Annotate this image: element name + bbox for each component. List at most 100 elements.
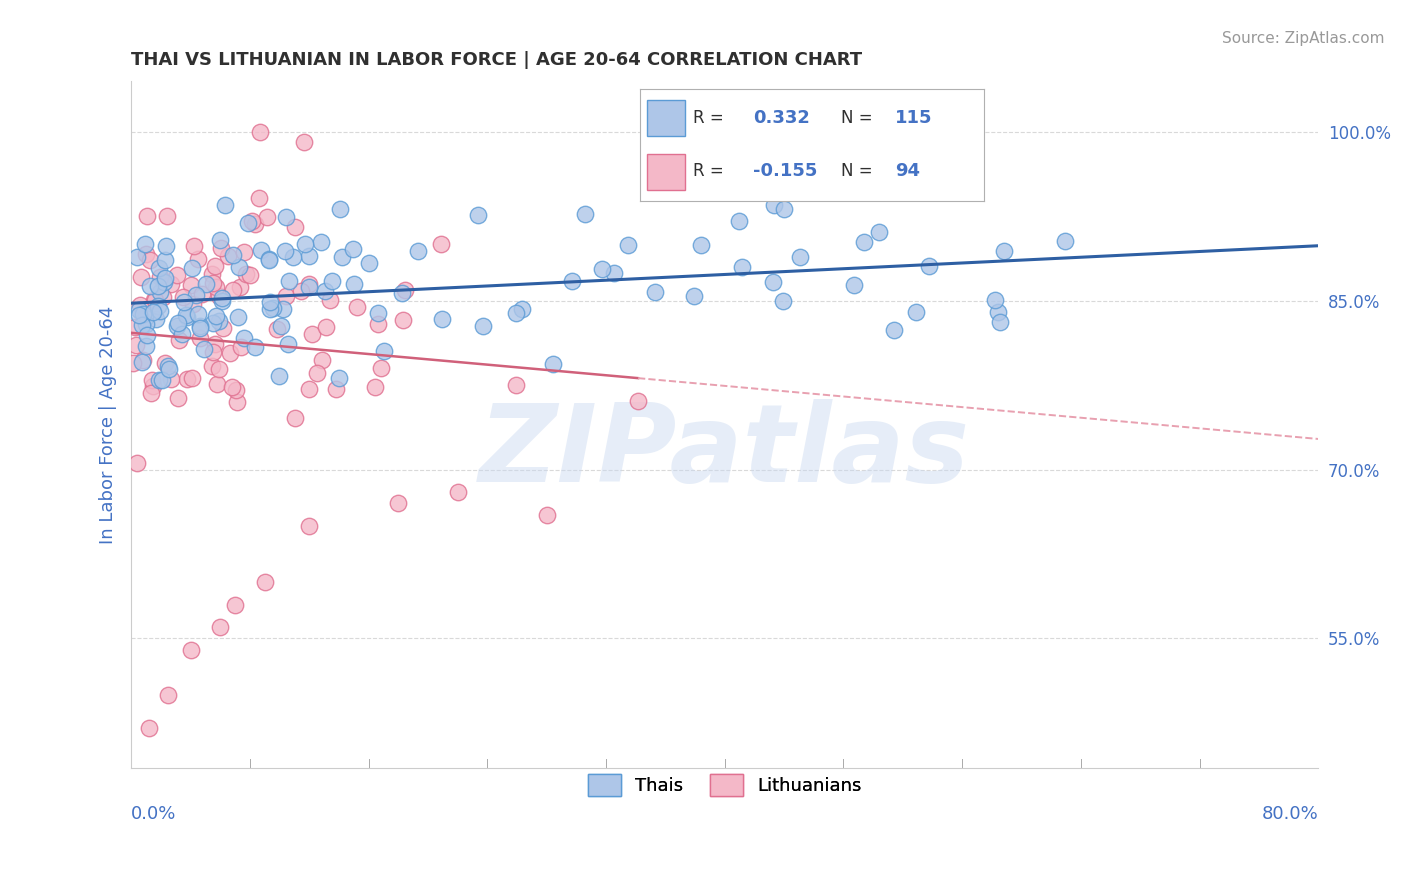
Point xyxy=(391,286,413,301)
Point xyxy=(772,293,794,308)
Point xyxy=(367,317,389,331)
Text: N =: N = xyxy=(841,162,879,180)
Text: ZIPatlas: ZIPatlas xyxy=(479,399,970,505)
Point xyxy=(157,359,180,373)
Point xyxy=(330,250,353,264)
Point xyxy=(315,320,337,334)
Point xyxy=(124,320,146,334)
Point xyxy=(131,318,153,332)
Point xyxy=(274,289,297,303)
Point xyxy=(276,211,298,225)
Point xyxy=(217,249,239,263)
Point xyxy=(125,250,148,264)
Point xyxy=(135,209,157,223)
Point xyxy=(240,214,263,228)
Point xyxy=(731,260,754,275)
Point xyxy=(406,244,429,259)
Point xyxy=(277,337,299,351)
Text: 0.332: 0.332 xyxy=(754,109,810,127)
Point xyxy=(239,268,262,283)
Point xyxy=(139,252,162,267)
Point xyxy=(536,508,558,522)
Point xyxy=(138,722,160,736)
Point xyxy=(204,337,226,351)
Point xyxy=(209,241,232,255)
Point xyxy=(359,255,381,269)
Text: -0.155: -0.155 xyxy=(754,162,818,180)
Point xyxy=(204,260,226,274)
Point xyxy=(142,305,165,319)
Point xyxy=(172,290,194,304)
Text: 0.0%: 0.0% xyxy=(131,805,177,823)
Point xyxy=(166,318,188,333)
Point xyxy=(193,342,215,356)
Point xyxy=(204,279,226,293)
Point xyxy=(211,294,233,309)
Point xyxy=(186,307,208,321)
Point xyxy=(128,308,150,322)
Point xyxy=(274,244,297,258)
Point xyxy=(135,339,157,353)
Point xyxy=(627,394,650,409)
Point xyxy=(574,207,596,221)
Point xyxy=(205,376,228,391)
Point xyxy=(993,244,1015,259)
Point xyxy=(131,354,153,368)
FancyBboxPatch shape xyxy=(647,100,685,136)
Point xyxy=(364,379,387,393)
Point xyxy=(153,271,176,285)
Point xyxy=(201,267,224,281)
Point xyxy=(603,266,626,280)
Point xyxy=(132,307,155,321)
Point xyxy=(180,260,202,275)
Point xyxy=(214,198,236,212)
Point xyxy=(222,283,245,297)
Point xyxy=(208,313,231,327)
Point xyxy=(267,368,290,383)
Point xyxy=(155,239,177,253)
Point xyxy=(194,277,217,292)
Point xyxy=(180,642,202,657)
Point xyxy=(247,191,270,205)
Point xyxy=(325,382,347,396)
Point xyxy=(257,253,280,268)
Point xyxy=(149,285,172,299)
Point xyxy=(135,317,157,331)
Point xyxy=(224,383,246,397)
Point xyxy=(153,356,176,370)
Point xyxy=(505,377,527,392)
Point xyxy=(346,300,368,314)
Point xyxy=(644,285,666,299)
Point xyxy=(176,310,198,325)
Point xyxy=(447,485,470,500)
Point xyxy=(149,270,172,285)
Point xyxy=(278,274,301,288)
Point xyxy=(228,260,250,275)
Point xyxy=(208,233,231,247)
Point xyxy=(342,243,364,257)
Point xyxy=(773,202,796,217)
Point xyxy=(218,346,240,360)
Point xyxy=(134,237,156,252)
Point xyxy=(188,331,211,345)
Point xyxy=(541,357,564,371)
Point xyxy=(281,250,304,264)
Point xyxy=(160,277,183,292)
Point xyxy=(156,209,179,223)
Point xyxy=(617,237,640,252)
Point xyxy=(467,208,489,222)
Point xyxy=(229,280,252,294)
Point xyxy=(167,391,190,405)
Point xyxy=(505,306,527,320)
Point xyxy=(328,370,350,384)
Point xyxy=(201,276,224,290)
Point xyxy=(222,248,245,262)
Text: R =: R = xyxy=(693,109,730,127)
Point xyxy=(311,352,333,367)
Point xyxy=(430,311,453,326)
Point xyxy=(883,323,905,337)
Point xyxy=(233,331,256,345)
Point xyxy=(146,278,169,293)
Text: 80.0%: 80.0% xyxy=(1261,805,1319,823)
Text: N =: N = xyxy=(841,109,879,127)
